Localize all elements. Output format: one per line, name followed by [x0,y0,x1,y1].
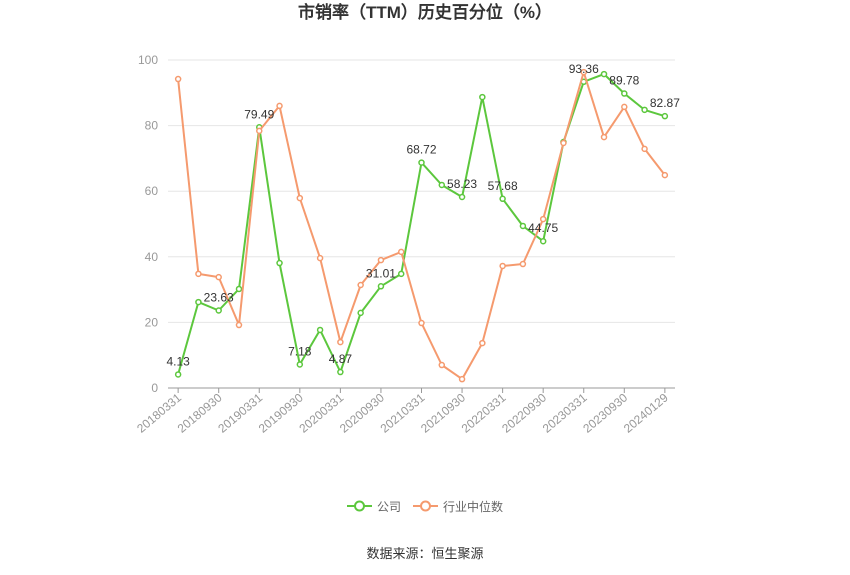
series-1 [174,68,669,383]
data-point [296,361,304,368]
x-axis: 2018033120180930201903312019093020200331… [134,387,675,436]
y-tick-label: 80 [145,119,159,133]
data-point [519,260,527,268]
y-tick-label: 60 [145,184,159,198]
data-label: 23.63 [204,290,234,304]
data-point [357,281,364,289]
data-point [438,361,446,369]
data-point [377,283,385,290]
data-point [256,127,263,135]
data-point [174,75,182,83]
data-point [539,237,547,245]
legend-item-company[interactable]: 公司 [346,498,401,515]
data-point [316,254,324,262]
data-label: 4.13 [166,354,190,368]
data-point [641,145,648,153]
data-point [539,215,547,223]
data-point [418,159,425,166]
legend-line-circle-icon [413,500,438,512]
data-point [600,133,608,141]
data-point [580,68,587,76]
data-point [337,368,344,376]
data-point [458,193,466,201]
data-point [235,285,243,293]
x-tick-label: 20240129 [621,390,671,435]
data-point [357,309,364,317]
data-point [438,181,446,189]
y-axis-grid: 0 20 40 60 80 100 [138,53,675,395]
data-source-note: 数据来源：恒生聚源 [366,546,484,561]
data-label: 31.01 [366,266,396,280]
legend-circle [420,500,431,512]
series-0-labels: 4.13 23.63 79.49 7.18 4.87 31.01 68.72 58.23 57.… [166,62,680,369]
data-label: 79.49 [244,107,274,121]
data-point [296,194,304,202]
data-label: 57.68 [488,179,518,193]
data-point [195,298,202,306]
data-label: 4.87 [329,352,353,366]
data-point [418,319,425,327]
data-point [641,106,648,114]
legend-label: 行业中位数 [443,499,504,514]
data-point [661,171,669,179]
legend-circle [353,500,365,512]
data-label: 89.78 [609,74,639,88]
data-point [215,273,222,281]
data-label: 93.36 [569,62,599,76]
data-point [397,270,405,278]
legend-item-industry-median[interactable]: 行业中位数 [413,498,503,515]
data-point [621,90,628,97]
data-point [661,112,669,120]
data-point [195,270,202,278]
data-point [337,338,344,346]
data-point [519,222,527,230]
legend-line-circle-icon [346,500,372,512]
data-point [276,259,283,267]
data-point [560,139,567,147]
data-point [479,339,486,347]
data-point [479,93,486,101]
y-tick-label: 100 [138,53,158,67]
data-point [276,102,283,110]
legend-label: 公司 [376,499,401,514]
data-point [174,371,182,378]
data-point [235,321,243,329]
data-label: 7.18 [288,344,312,358]
data-point [600,70,608,78]
legend: 公司 行业中位数 [0,497,850,515]
data-label: 68.72 [406,143,436,157]
y-tick-label: 0 [151,381,158,395]
series-0 [174,70,669,378]
data-point [316,326,324,334]
chart-title: 市销率（TTM）历史百分位（%） [297,3,553,22]
data-point [458,375,466,383]
data-point [621,103,628,111]
y-tick-label: 20 [145,315,159,329]
data-label: 82.87 [650,96,680,110]
data-point [377,256,385,264]
data-label: 58.23 [447,177,477,191]
y-tick-label: 40 [145,250,159,264]
data-point [397,248,405,256]
data-point [499,262,506,270]
data-point [499,195,506,203]
data-point [215,307,222,314]
data-label: 44.75 [528,221,558,235]
